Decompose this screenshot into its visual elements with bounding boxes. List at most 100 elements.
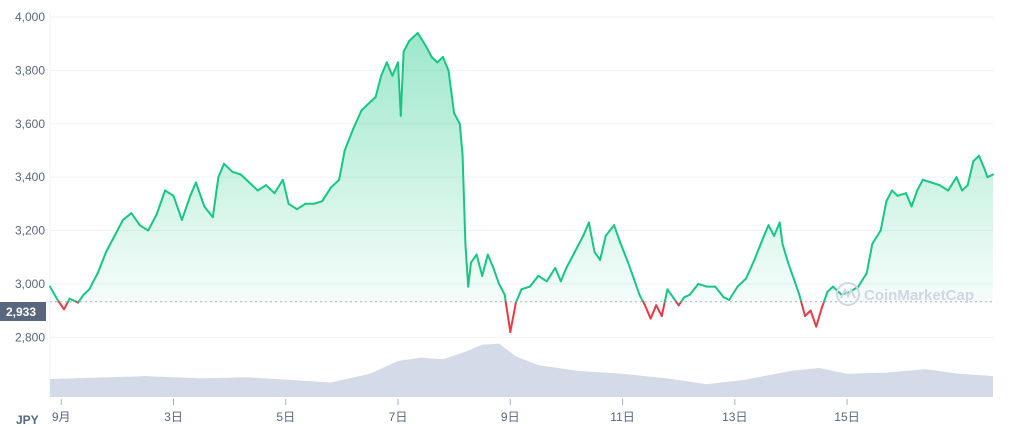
price-line-segment: [736, 277, 747, 288]
price-line: [49, 32, 994, 333]
price-line-segment: [947, 176, 958, 192]
price-line-segment: [343, 128, 355, 152]
price-line-segment: [649, 304, 658, 320]
coinmarketcap-logo-icon: [836, 282, 860, 306]
price-line-segment: [582, 221, 590, 237]
price-line-segment: [638, 293, 645, 303]
price-line-segment: [618, 240, 630, 264]
price-line-segment: [781, 242, 790, 264]
price-line-segment: [778, 221, 784, 245]
price-line-segment: [441, 56, 450, 72]
price-line-segment: [122, 212, 133, 221]
y-tick-label: 3,000: [15, 277, 45, 291]
price-line-segment: [447, 69, 456, 115]
price-line-segment: [767, 224, 776, 237]
price-line-segment: [857, 272, 868, 288]
price-line-segment: [49, 285, 60, 303]
price-line-segment: [360, 101, 371, 112]
price-line-segment: [938, 184, 950, 192]
price-line-segment: [955, 176, 964, 192]
volume-area: [50, 343, 993, 397]
price-line-segment: [916, 178, 924, 192]
price-line-segment: [930, 181, 941, 187]
price-line-segment: [896, 192, 907, 197]
price-line-segment: [281, 178, 290, 205]
price-line-segment: [265, 184, 276, 195]
price-line-segment: [231, 170, 242, 176]
price-line-segment: [644, 304, 652, 320]
price-line-segment: [88, 272, 99, 291]
price-line-segment: [273, 178, 284, 195]
price-line-segment: [77, 293, 85, 303]
price-line-segment: [368, 96, 377, 104]
price-area-fill: [50, 33, 993, 302]
price-line-segment: [467, 261, 472, 288]
price-line-segment: [321, 186, 332, 203]
price-line-segment: [688, 282, 700, 296]
coinmarketcap-logo-mark: [840, 287, 856, 299]
price-line-segment: [910, 189, 919, 208]
price-line-segment: [352, 109, 363, 131]
price-line-segment: [211, 176, 220, 219]
y-tick-label: 3,800: [15, 63, 45, 77]
x-tick-label: 9日: [501, 410, 520, 424]
price-line-segment: [545, 266, 557, 283]
price-line-segment: [666, 288, 675, 299]
price-line-segment: [722, 296, 731, 301]
price-line-segment: [509, 301, 517, 333]
price-line-segment: [921, 178, 933, 184]
price-line-segment: [430, 56, 439, 64]
price-line-segment: [399, 50, 405, 117]
price-line-segment: [189, 181, 197, 197]
price-line-segment: [338, 149, 346, 181]
y-tick-label: 3,200: [15, 224, 45, 238]
current-price-badge: 2,933: [0, 302, 46, 321]
price-line-segment: [425, 45, 433, 58]
x-tick-label: 7日: [389, 410, 408, 424]
price-line-segment: [130, 212, 141, 227]
price-line-segment: [537, 274, 548, 283]
x-tick-label: 11日: [610, 410, 634, 424]
price-line-segment: [683, 293, 691, 299]
price-line-segment: [745, 258, 756, 280]
price-line-segment: [164, 189, 175, 197]
price-line-segment: [57, 300, 65, 311]
x-tick-label: 5日: [276, 410, 295, 424]
price-line-segment: [587, 221, 596, 253]
price-line-segment: [498, 282, 506, 296]
price-line-segment: [203, 205, 214, 219]
price-line-segment: [820, 300, 825, 309]
price-line-segment: [891, 189, 899, 197]
price-line-segment: [374, 74, 383, 99]
price-line-segment: [416, 32, 428, 48]
y-tick-label: 4,000: [15, 10, 45, 24]
price-line-segment: [68, 297, 78, 303]
price-line-segment: [972, 154, 980, 163]
price-line-segment: [879, 200, 888, 232]
price-line-segment: [599, 234, 607, 261]
y-tick-label: 2,800: [15, 330, 45, 344]
price-line-segment: [105, 234, 116, 253]
price-line-segment: [826, 285, 834, 293]
price-line-segment: [453, 112, 461, 125]
price-line-segment: [604, 224, 616, 237]
price-line-segment: [983, 168, 989, 179]
x-axis-ticks: 9月 3日 5日 7日 9日 11日 13日 15日: [52, 399, 860, 424]
price-line-segment: [978, 154, 986, 171]
price-line-segment: [905, 192, 913, 208]
price-line-segment: [627, 261, 635, 280]
price-line-segment: [613, 224, 621, 243]
price-line-segment: [155, 189, 167, 216]
price-line-segment: [573, 234, 585, 253]
current-price-label: 2,933: [6, 305, 36, 319]
price-line-segment: [458, 122, 464, 157]
price-line-segment: [815, 306, 823, 328]
price-line-segment: [792, 277, 801, 296]
y-axis-ticks: 2,800 3,000 3,200 3,400 3,600 3,800 4,000: [15, 10, 45, 344]
price-line-segment: [256, 184, 268, 192]
price-line-segment: [966, 160, 975, 187]
price-line-segment: [96, 250, 108, 275]
price-line-segment: [655, 304, 663, 317]
watermark-text: CoinMarketCap: [864, 287, 974, 304]
